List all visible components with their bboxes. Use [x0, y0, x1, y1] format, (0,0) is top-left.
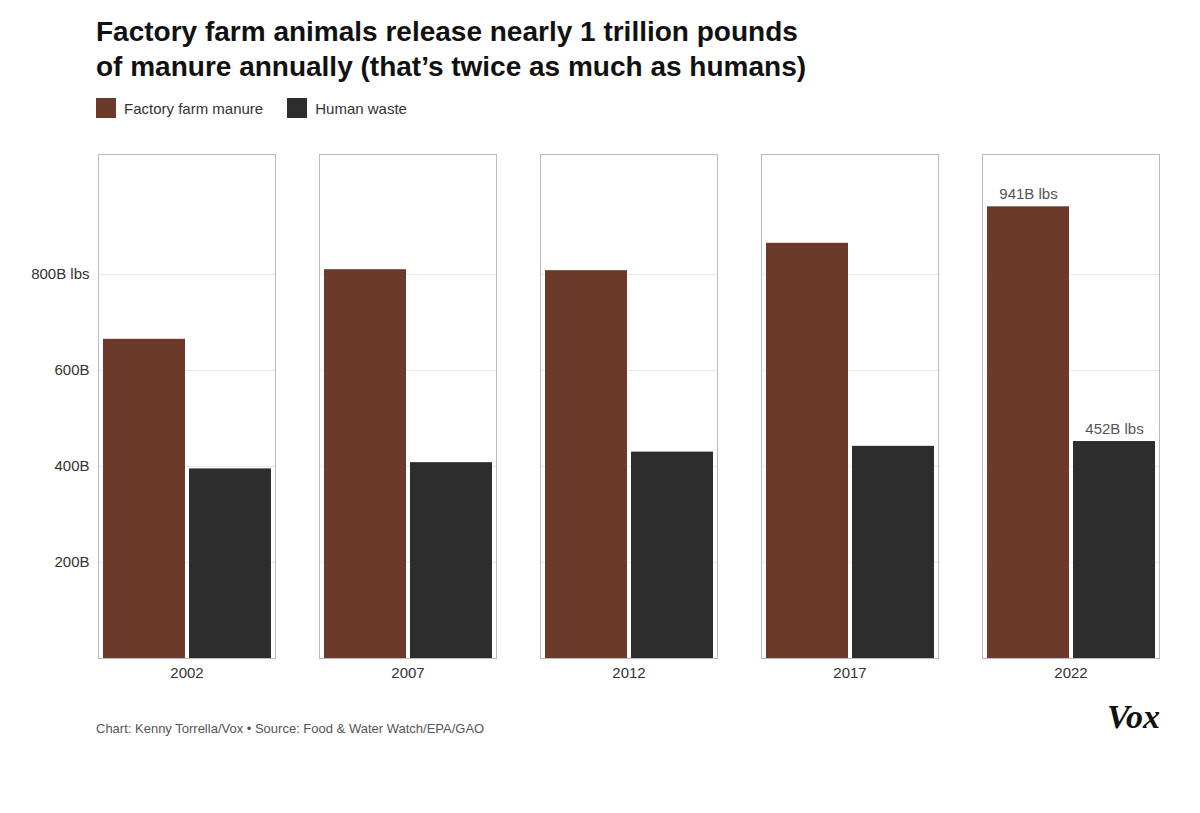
svg-text:600B: 600B	[54, 361, 89, 378]
svg-text:2017: 2017	[833, 664, 866, 681]
svg-text:2022: 2022	[1054, 664, 1087, 681]
html-text:Vox: Vox	[1107, 698, 1160, 735]
html-text:Factory farm animals release n: Factory farm animals release nearly 1 tr…	[96, 16, 806, 82]
svg-text:800B lbs: 800B lbs	[31, 265, 89, 282]
html-text:Factory farm manure: Factory farm manure	[124, 99, 264, 117]
svg-text:400B: 400B	[54, 457, 89, 474]
svg-text:200B: 200B	[54, 553, 89, 570]
svg-text:2002: 2002	[170, 664, 203, 681]
html-text:Chart: Kenny Torrella/Vox • So: Chart: Kenny Torrella/Vox • Source: Food…	[96, 721, 485, 736]
svg-text:452B lbs: 452B lbs	[1085, 420, 1143, 437]
html-text:Human waste: Human waste	[315, 99, 407, 117]
svg-text:2012: 2012	[612, 664, 645, 681]
svg-text:941B lbs: 941B lbs	[999, 185, 1057, 202]
svg-text:2007: 2007	[391, 664, 424, 681]
